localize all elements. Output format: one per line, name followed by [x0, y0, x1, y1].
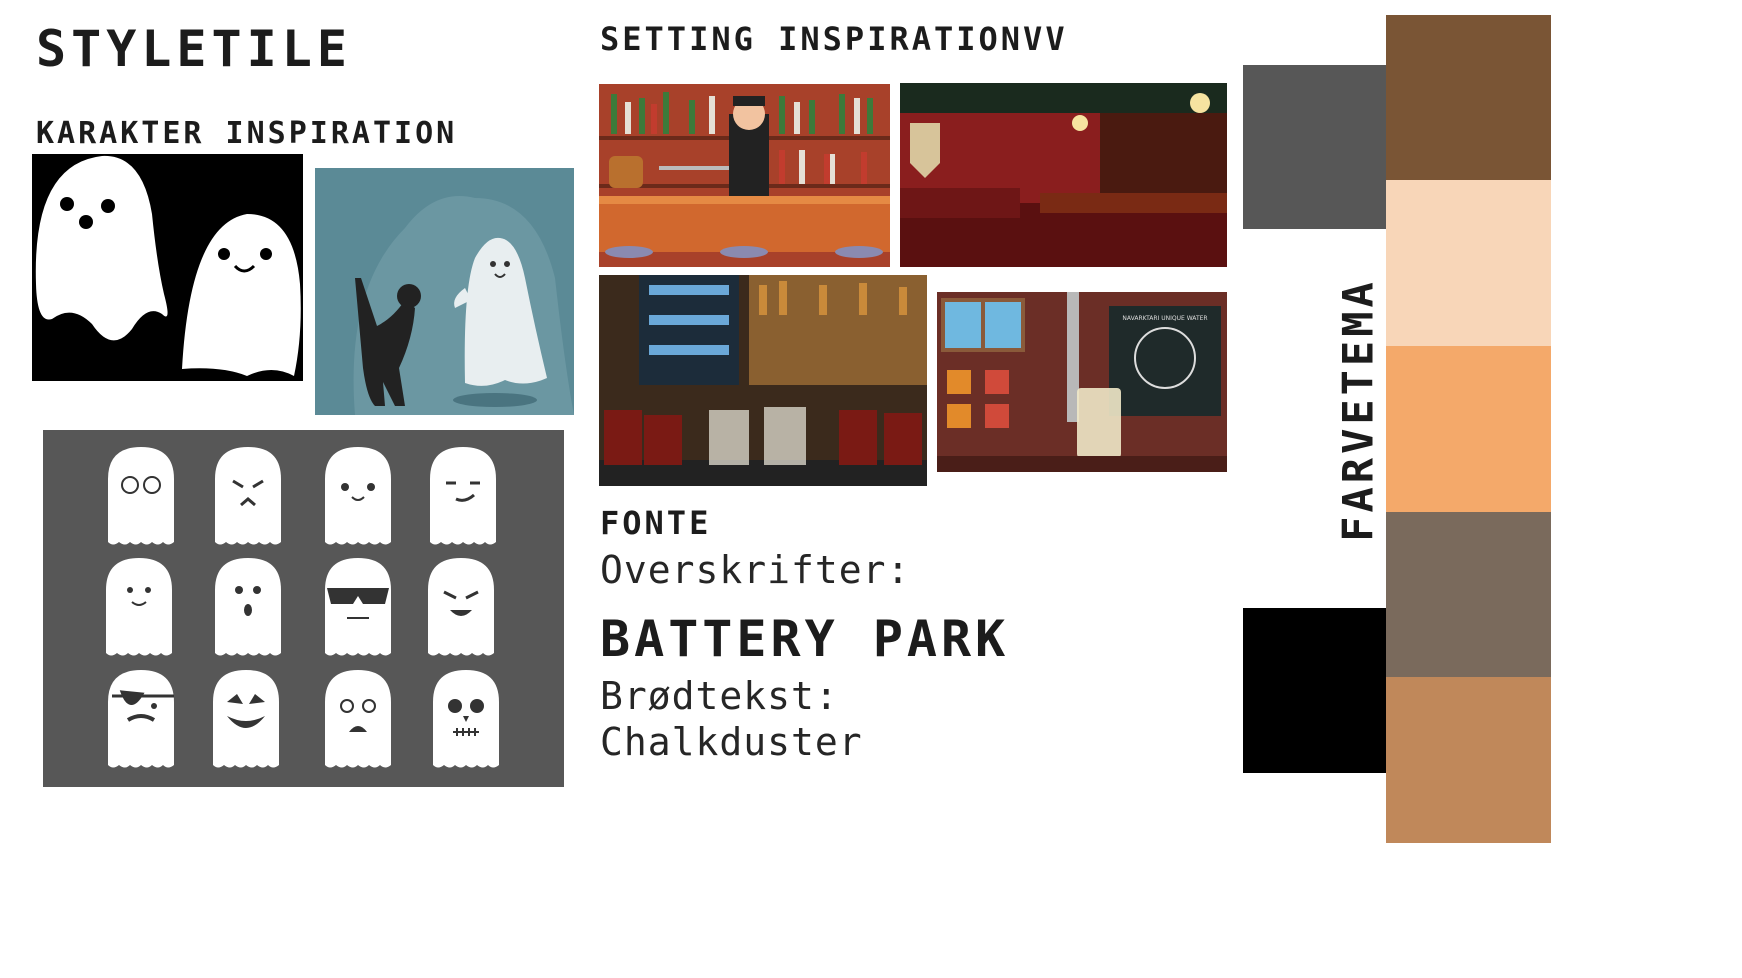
- headings-font-sample: BATTERY PARK: [600, 610, 1010, 668]
- sign-text: NAVARKTARI UNIQUE WATER: [1122, 315, 1207, 322]
- page-title: STYLETILE: [36, 20, 352, 78]
- swatch-dark-brown: [1386, 15, 1551, 180]
- character-inspiration-heading: KARAKTER INSPIRATION: [36, 116, 458, 151]
- color-block-black: [1243, 608, 1386, 773]
- image-cocktail-glasses-bar: [599, 275, 927, 486]
- fonts-heading: FONTE: [600, 504, 712, 542]
- image-cartoon-bartender: [599, 84, 890, 267]
- image-ghosts-black: [32, 154, 303, 381]
- color-theme-label: FARVETEMA: [1333, 278, 1383, 542]
- swatch-peach: [1386, 180, 1551, 346]
- body-font-sample: Chalkduster: [600, 720, 863, 764]
- color-block-gray: [1243, 65, 1386, 229]
- image-ghost-cat: [315, 168, 574, 415]
- body-font-label: Brødtekst:: [600, 674, 839, 718]
- swatch-caramel: [1386, 677, 1551, 843]
- headings-font-label: Overskrifter:: [600, 548, 911, 592]
- image-red-pub-interior: [900, 83, 1227, 267]
- image-ghost-face-grid: [43, 430, 564, 787]
- image-flat-illustration-pub: NAVARKTARI UNIQUE WATER: [937, 292, 1227, 472]
- palette-strip: [1386, 15, 1551, 843]
- setting-inspiration-heading: SETTING INSPIRATIONVV: [600, 20, 1068, 58]
- swatch-taupe: [1386, 512, 1551, 677]
- swatch-orange: [1386, 346, 1551, 512]
